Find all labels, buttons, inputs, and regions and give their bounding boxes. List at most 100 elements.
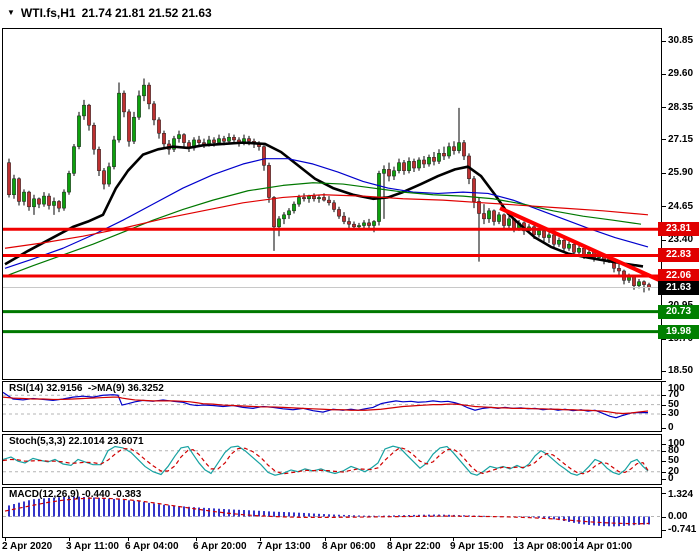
candle-body [42,195,46,205]
candle-body [617,268,621,272]
indicator-tick [662,413,666,415]
candle-body [122,92,126,113]
rsi-plot[interactable] [3,382,661,431]
macd-panel[interactable]: MACD(12,26,9) -0.440 -0.383 [2,487,662,538]
candle-body [362,222,366,226]
price-tick [662,107,666,109]
main-price-chart[interactable] [2,28,662,380]
candle-body [357,225,361,228]
candle-body [387,169,391,177]
price-badge: 22.83 [658,248,699,263]
indicator-tick [662,461,666,463]
time-label: 3 Apr 11:00 [66,541,119,552]
candle-body [112,139,116,167]
trendline[interactable] [499,206,661,283]
time-label: 9 Apr 15:00 [450,541,504,552]
candle-body [642,281,646,285]
indicator-axis-label: 0 [668,472,674,484]
candle-body [32,198,36,208]
time-label: 14 Apr 01:00 [573,541,633,552]
candle-body [247,138,251,142]
candle-body [487,210,491,220]
price-tick [662,40,666,42]
candle-body [182,134,186,143]
macd-plot[interactable] [3,488,661,537]
symbol-dropdown-icon[interactable]: ▼ [7,8,15,17]
indicator-tick [662,516,666,518]
candle-body [352,223,356,228]
candle-body [27,191,31,208]
time-tick [325,537,326,541]
indicator-tick [662,428,666,429]
candle-body [442,153,446,157]
ma-blue [4,158,649,269]
indicator-axis-label: 100 [668,437,685,449]
indicator-signal-line [3,446,649,475]
time-tick [196,537,197,541]
candle-body [147,84,151,105]
candle-body [142,84,146,97]
candle-body [67,173,71,193]
stochastic-plot[interactable] [3,435,661,484]
candle-body [47,195,51,206]
indicator-signal-line [3,396,649,415]
candle-body [127,111,131,142]
indicator-tick [662,478,666,480]
time-tick [390,537,391,541]
time-label: 6 Apr 04:00 [125,541,179,552]
candle-body [462,142,466,157]
candle-body [342,215,346,222]
candle-body [557,239,561,245]
candle-body [292,203,296,212]
price-tick [662,73,666,75]
indicator-tick [662,381,666,383]
candle-body [407,161,411,171]
candle-body [117,92,121,141]
candle-body [222,138,226,142]
candle-body [397,162,401,171]
candle-body [302,197,306,200]
indicator-axis-label: 70 [668,389,680,401]
stochastic-panel[interactable]: Stoch(5,3,3) 22.1014 23.6071 [2,434,662,485]
candle-body [637,281,641,286]
candle-body [367,222,371,226]
candle-body [482,213,486,220]
ohlc-values: 21.74 21.81 21.52 21.63 [81,6,212,20]
price-tick [662,338,666,340]
candle-body [217,138,221,143]
candle-body [272,197,276,228]
price-tick-label: 30.85 [668,35,694,46]
candle-body [567,243,571,249]
chart-title: ▼ WTI.fs,H1 21.74 21.81 21.52 21.63 [7,6,212,20]
candle-body [562,239,566,249]
rsi-panel[interactable]: RSI(14) 32.9156 ->MA(9) 36.3252 [2,381,662,432]
price-tick-label: 25.90 [668,167,694,179]
price-badge: 19.98 [658,324,699,339]
candle-body [102,170,106,185]
candle-body [22,191,26,202]
indicator-axis-label: -0.741 [668,523,697,535]
price-tick [662,139,666,141]
candle-body [202,142,206,145]
candle-body [172,138,176,150]
price-tick-label: 18.50 [668,365,694,377]
price-tick-label: 28.35 [668,101,694,113]
candle-body [312,195,316,200]
candle-body [232,137,236,141]
candle-body [12,178,16,196]
ma-green [4,182,642,277]
candle-body [77,115,81,147]
candle-body [137,95,141,118]
price-tick [662,206,666,208]
candle-body [417,159,421,169]
price-tick [662,172,666,174]
candlestick-plot[interactable] [3,29,661,379]
candle-body [227,137,231,142]
candle-body [507,218,511,226]
candle-body [577,248,581,253]
indicator-tick [662,529,666,531]
candle-body [307,195,311,200]
candle-body [582,248,586,256]
candle-body [382,169,386,174]
